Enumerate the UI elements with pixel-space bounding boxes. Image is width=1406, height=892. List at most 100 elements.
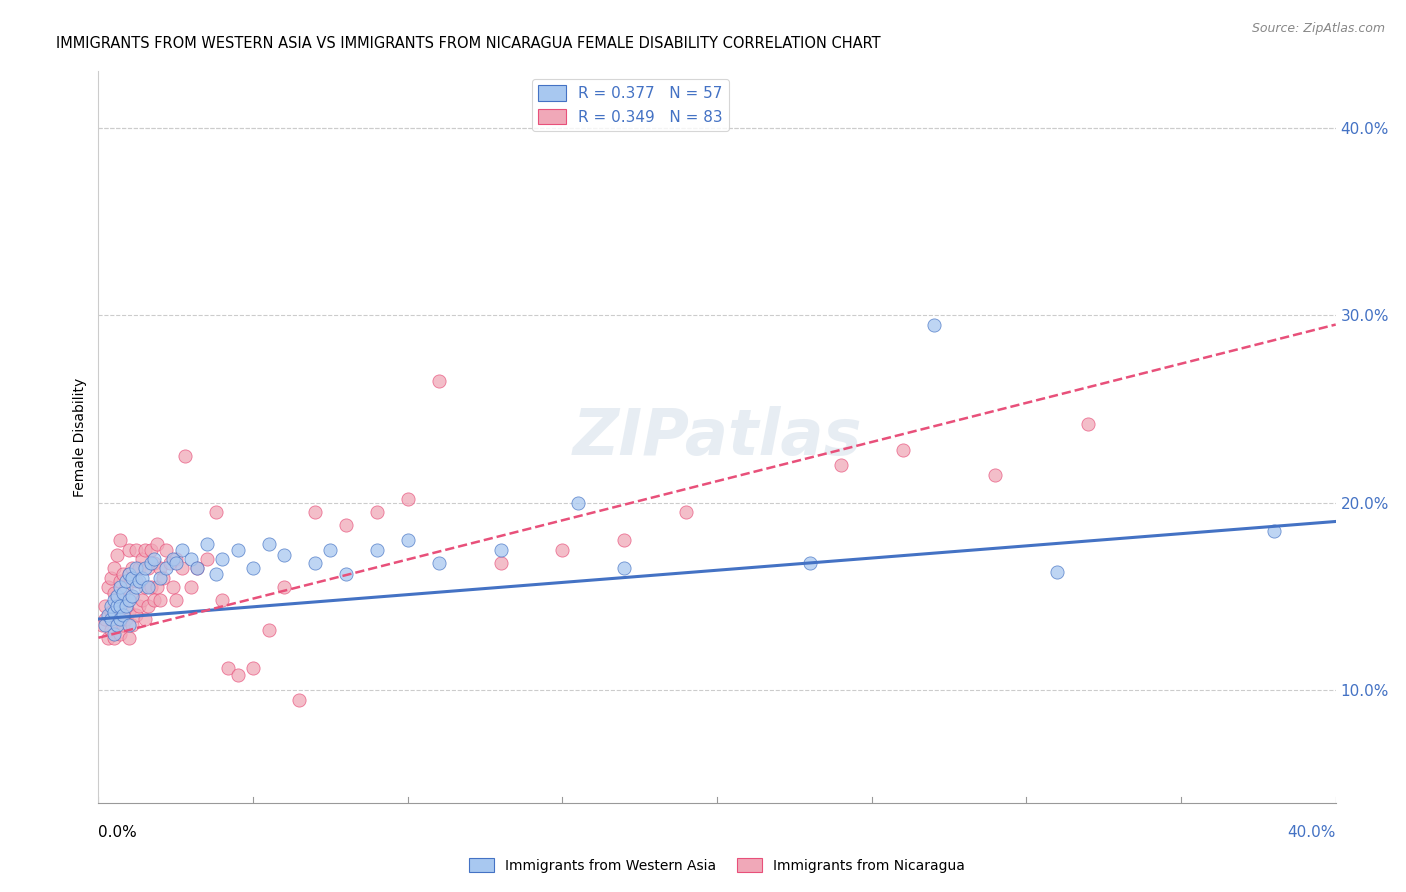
Point: [108, 580, 131, 594]
Point: [131, 571, 153, 585]
Point: [180, 580, 202, 594]
Point: [108, 574, 131, 589]
Point: [112, 586, 135, 600]
Point: [1046, 565, 1069, 579]
Point: [162, 580, 184, 594]
Point: [124, 574, 146, 589]
Point: [155, 561, 177, 575]
Point: [124, 561, 146, 575]
Point: [105, 590, 128, 604]
Point: [124, 580, 146, 594]
Point: [100, 624, 122, 638]
Point: [613, 533, 636, 548]
Point: [226, 542, 249, 557]
Text: ZIPatlas: ZIPatlas: [572, 406, 862, 468]
Point: [115, 574, 138, 589]
Point: [288, 692, 311, 706]
Point: [103, 593, 125, 607]
Point: [103, 631, 125, 645]
Point: [103, 586, 125, 600]
Point: [134, 561, 156, 575]
Point: [335, 566, 357, 581]
Point: [103, 608, 125, 623]
Point: [143, 593, 166, 607]
Point: [427, 374, 450, 388]
Point: [143, 556, 166, 570]
Point: [118, 605, 141, 619]
Point: [489, 556, 512, 570]
Point: [152, 571, 174, 585]
Point: [1077, 417, 1099, 431]
Point: [93, 617, 115, 632]
Point: [100, 599, 122, 613]
Point: [396, 533, 419, 548]
Point: [118, 566, 141, 581]
Point: [105, 617, 128, 632]
Point: [205, 505, 228, 519]
Point: [162, 552, 184, 566]
Point: [143, 552, 166, 566]
Point: [211, 593, 233, 607]
Point: [100, 571, 122, 585]
Point: [128, 599, 150, 613]
Point: [100, 605, 122, 619]
Point: [136, 561, 159, 575]
Point: [242, 561, 264, 575]
Point: [131, 552, 153, 566]
Text: IMMIGRANTS FROM WESTERN ASIA VS IMMIGRANTS FROM NICARAGUA FEMALE DISABILITY CORR: IMMIGRANTS FROM WESTERN ASIA VS IMMIGRAN…: [56, 36, 882, 51]
Point: [118, 617, 141, 632]
Point: [118, 542, 141, 557]
Point: [149, 561, 172, 575]
Point: [489, 542, 512, 557]
Point: [304, 505, 326, 519]
Point: [170, 561, 193, 575]
Point: [319, 542, 342, 557]
Point: [121, 590, 143, 604]
Point: [149, 571, 172, 585]
Point: [139, 542, 162, 557]
Point: [105, 599, 128, 613]
Point: [551, 542, 574, 557]
Point: [159, 556, 181, 570]
Point: [115, 599, 138, 613]
Point: [1263, 524, 1285, 538]
Point: [273, 580, 295, 594]
Point: [108, 599, 131, 613]
Point: [112, 617, 135, 632]
Point: [139, 580, 162, 594]
Point: [613, 561, 636, 575]
Point: [108, 599, 131, 613]
Point: [217, 661, 239, 675]
Point: [427, 556, 450, 570]
Point: [366, 505, 388, 519]
Point: [115, 612, 138, 626]
Legend: R = 0.377   N = 57, R = 0.349   N = 83: R = 0.377 N = 57, R = 0.349 N = 83: [531, 79, 728, 131]
Point: [97, 580, 120, 594]
Point: [195, 537, 218, 551]
Point: [165, 593, 187, 607]
Point: [257, 537, 280, 551]
Point: [131, 593, 153, 607]
Point: [891, 443, 914, 458]
Text: Source: ZipAtlas.com: Source: ZipAtlas.com: [1251, 22, 1385, 36]
Point: [108, 533, 131, 548]
Point: [165, 552, 187, 566]
Point: [121, 617, 143, 632]
Point: [136, 580, 159, 594]
Point: [366, 542, 388, 557]
Y-axis label: Female Disability: Female Disability: [73, 377, 87, 497]
Point: [149, 593, 172, 607]
Point: [121, 561, 143, 575]
Point: [100, 612, 122, 626]
Point: [146, 580, 169, 594]
Point: [112, 566, 135, 581]
Point: [118, 566, 141, 581]
Point: [180, 552, 202, 566]
Point: [105, 548, 128, 562]
Point: [174, 449, 197, 463]
Text: 0.0%: 0.0%: [98, 825, 138, 840]
Point: [186, 561, 208, 575]
Point: [121, 571, 143, 585]
Point: [273, 548, 295, 562]
Point: [128, 574, 150, 589]
